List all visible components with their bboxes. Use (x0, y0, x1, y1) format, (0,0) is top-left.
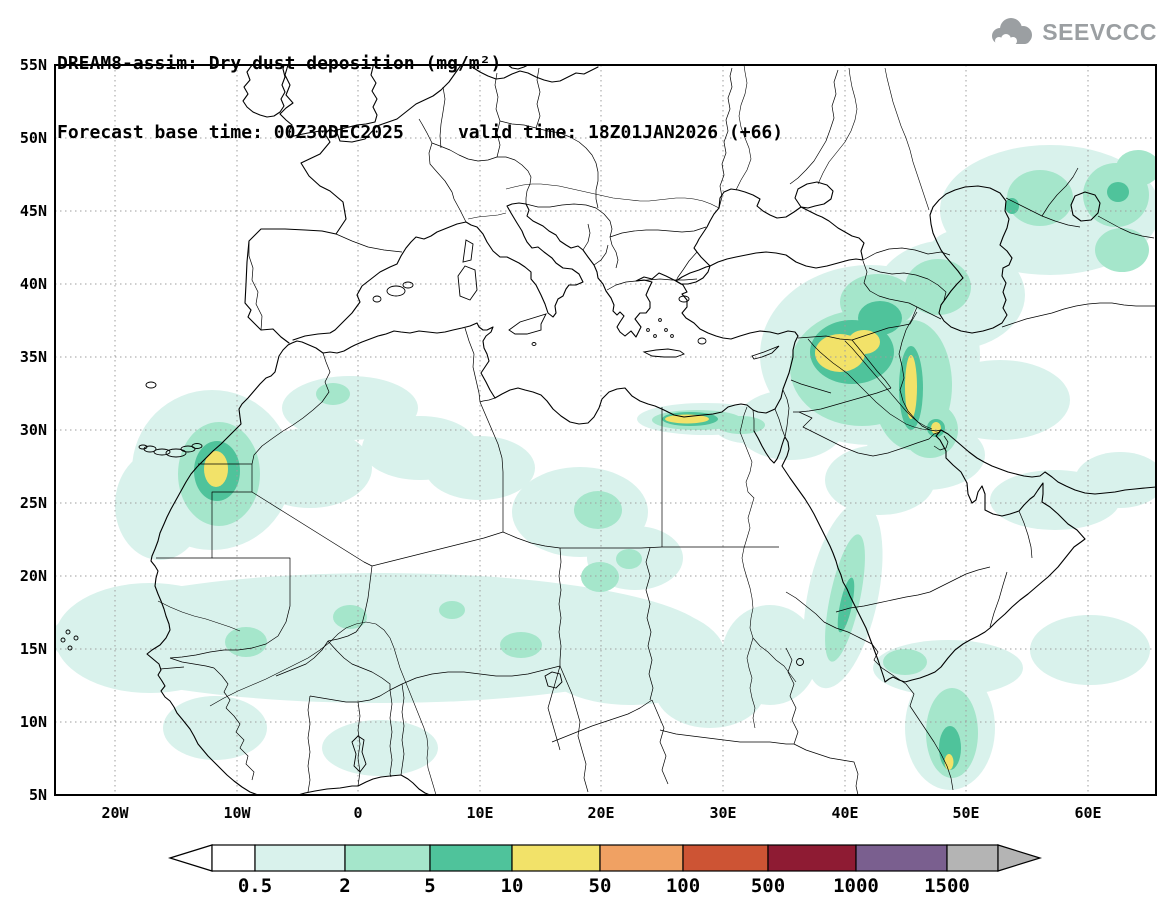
islands-and-lakes (60, 239, 804, 773)
lat-axis: 55N 50N 45N 40N 35N 30N 25N 20N 15N 10N … (20, 56, 47, 804)
coastlines (146, 65, 1156, 795)
lon-tick-label: 10E (466, 804, 493, 822)
lon-tick-label: 60E (1074, 804, 1101, 822)
legend-label: 0.5 (238, 875, 272, 897)
legend-arrow-left (167, 844, 213, 872)
legend-labels: 0.5 2 5 10 50 100 500 1000 1500 (238, 875, 970, 897)
legend-swatch-0p5-2 (254, 844, 346, 872)
dust-layer-10-50 (204, 330, 954, 770)
lon-tick-label: 20E (587, 804, 614, 822)
rivers (157, 65, 933, 795)
legend-label: 500 (751, 875, 785, 897)
legend-label: 5 (424, 875, 435, 897)
lat-tick-label: 20N (20, 567, 47, 585)
lon-tick-label: 30E (709, 804, 736, 822)
lon-tick-label: 50E (952, 804, 979, 822)
legend-swatch-2-5 (344, 844, 431, 872)
cloud-logo-icon (992, 18, 1033, 45)
seevccc-logo: SEEVCCC (986, 16, 1157, 48)
lat-tick-label: 30N (20, 421, 47, 439)
legend-swatch-100-500 (682, 844, 769, 872)
legend-swatch-1000-1500 (855, 844, 948, 872)
lat-tick-label: 5N (29, 786, 47, 804)
lon-tick-label: 10W (223, 804, 251, 822)
legend-label: 2 (339, 875, 350, 897)
lon-axis: 20W 10W 0 10E 20E 30E 40E 50E 60E (101, 804, 1101, 822)
lon-tick-label: 20W (101, 804, 129, 822)
lon-tick-label: 0 (353, 804, 362, 822)
legend-label: 1000 (833, 875, 879, 897)
legend-label: 50 (589, 875, 612, 897)
legend-swatch-5-10 (429, 844, 513, 872)
color-scale-legend (167, 844, 1043, 872)
legend-label: 100 (666, 875, 700, 897)
map-subtitle: Forecast base time: 00Z30DEC2025 valid t… (57, 122, 784, 143)
map-title: DREAM8-assim: Dry dust deposition (mg/m²… (57, 53, 502, 74)
map-frame (54, 64, 1157, 796)
lat-tick-label: 15N (20, 640, 47, 658)
lat-tick-label: 55N (20, 56, 47, 74)
legend-swatch-10-50 (511, 844, 601, 872)
lat-tick-label: 50N (20, 129, 47, 147)
legend-arrow-right (997, 844, 1043, 872)
logo-text: SEEVCCC (1042, 18, 1157, 45)
legend-swatch-50-100 (599, 844, 684, 872)
lon-tick-label: 40E (831, 804, 858, 822)
legend-swatch-below (211, 844, 256, 872)
lat-tick-label: 35N (20, 348, 47, 366)
lat-tick-label: 40N (20, 275, 47, 293)
legend-label: 10 (501, 875, 524, 897)
legend-swatch-500-1000 (767, 844, 857, 872)
lat-tick-label: 25N (20, 494, 47, 512)
legend-label: 1500 (924, 875, 970, 897)
map-header: DREAM8-assim: Dry dust deposition (mg/m²… (57, 6, 783, 190)
graticule (55, 65, 1156, 795)
lat-tick-label: 10N (20, 713, 47, 731)
legend-swatch-above (946, 844, 999, 872)
lat-tick-label: 45N (20, 202, 47, 220)
country-borders (156, 67, 1156, 795)
